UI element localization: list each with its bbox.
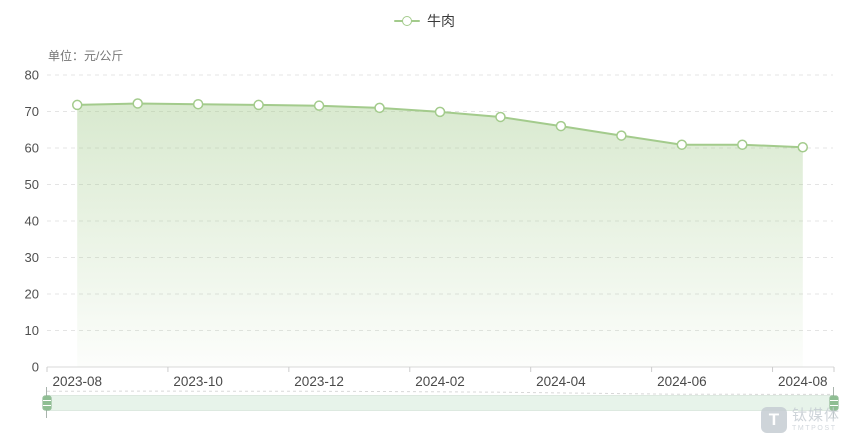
y-axis-label-20: 20 [25,287,39,302]
datazoom-slider-track[interactable] [46,395,833,411]
y-axis-label-70: 70 [25,104,39,119]
y-axis-label-0: 0 [32,360,39,375]
x-axis-label-2024-06: 2024-06 [657,374,707,389]
data-point-2024-05[interactable] [616,130,627,141]
data-point-2024-04[interactable] [555,120,567,132]
datazoom-left-handle[interactable] [42,387,51,418]
datazoom-data-shadow [47,390,833,395]
unit-label: 单位：元/公斤 [48,49,124,63]
x-axis-label-2023-10: 2023-10 [173,374,223,389]
data-point-2024-03[interactable] [495,111,506,123]
y-axis-label-80: 80 [25,68,39,83]
y-axis-label-30: 30 [25,250,39,265]
data-point-2024-07[interactable] [737,139,748,150]
datazoom-right-handle[interactable] [829,387,838,418]
y-axis-label-10: 10 [25,323,39,338]
x-axis-label-2024-08: 2024-08 [778,374,828,389]
x-axis-label-2023-08: 2023-08 [52,374,102,389]
data-point-2023-09[interactable] [132,98,143,109]
data-point-2024-06[interactable] [676,139,688,150]
data-point-2023-12[interactable] [313,100,325,111]
data-point-2023-11[interactable] [253,99,264,111]
data-point-2023-10[interactable] [192,98,204,110]
legend-circle [402,16,412,26]
y-axis-label-60: 60 [25,141,39,156]
data-point-2024-08[interactable] [797,142,809,153]
datazoom-left-grip-icon[interactable] [42,396,51,410]
x-axis-label-2024-04: 2024-04 [536,374,586,389]
datazoom-right-grip-icon[interactable] [829,396,838,410]
data-point-2024-01[interactable] [374,102,385,114]
x-axis-label-2024-02: 2024-02 [415,374,465,389]
legend-item-beef[interactable]: 牛肉 [427,13,455,29]
y-axis-label-40: 40 [25,214,39,229]
data-point-2024-02[interactable] [434,106,446,118]
x-axis-label-2023-12: 2023-12 [294,374,344,389]
legend-marker-icon[interactable] [394,15,420,27]
y-axis-label-50: 50 [25,177,39,192]
series-area [77,103,803,367]
legend: 牛肉 [0,14,849,28]
data-point-2023-08[interactable] [71,99,83,111]
